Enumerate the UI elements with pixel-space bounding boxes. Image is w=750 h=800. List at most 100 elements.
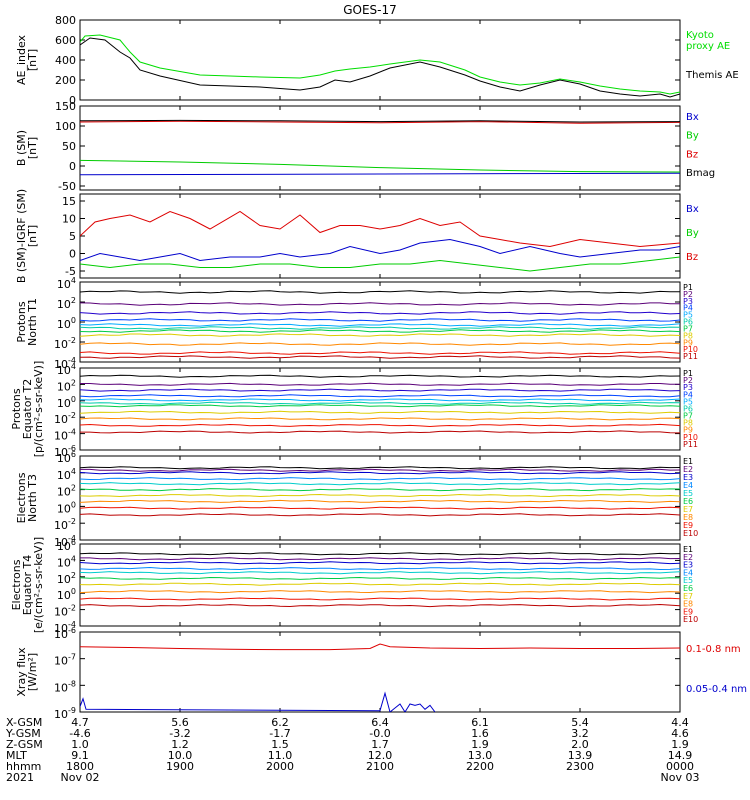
legend-entry: Bz xyxy=(686,252,698,263)
y-tick-exponent: -6 xyxy=(68,444,76,453)
y-tick-label: 600 xyxy=(55,34,76,47)
y-tick-exponent: -4 xyxy=(68,356,76,365)
y-axis-label: Electrons xyxy=(15,472,28,523)
y-tick-base: 10 xyxy=(54,681,68,694)
series-line-p1 xyxy=(80,290,680,294)
series-group xyxy=(80,34,680,98)
series-line-e6 xyxy=(80,488,680,492)
series-line-p9 xyxy=(80,342,680,346)
y-tick-label: 10-2 xyxy=(54,517,76,532)
y-tick-label: 150 xyxy=(55,100,76,113)
y-axis-label: [nT] xyxy=(26,225,39,247)
ephemeris-row-label: 2021 xyxy=(6,771,34,784)
legend-entry: By xyxy=(686,131,699,142)
x-axis-ephemeris: X-GSMY-GSMZ-GSMMLThhmm20214.7-4.61.09.11… xyxy=(5,716,699,784)
ephemeris-row-label: Z-GSM xyxy=(6,738,43,751)
ephemeris-value: 5.6 xyxy=(171,716,189,729)
y-tick-base: 10 xyxy=(54,358,68,371)
y-tick-label: 102 xyxy=(57,484,76,499)
y-tick-exponent: 2 xyxy=(71,571,76,580)
legend-entry: P9 xyxy=(683,426,693,435)
legend-entry: 0.1-0.8 nm xyxy=(686,644,741,655)
y-tick-base: 10 xyxy=(57,318,71,331)
series-line-e6 xyxy=(80,576,680,580)
legend-entry: E3 xyxy=(683,561,693,570)
ephemeris-value: 1.9 xyxy=(471,738,489,751)
legend-entry: E6 xyxy=(683,584,693,593)
y-axis-label: North T3 xyxy=(26,474,39,522)
y-tick-base: 10 xyxy=(57,502,71,515)
ephemeris-value: -4.6 xyxy=(69,727,90,740)
series-line-p11 xyxy=(80,355,680,359)
legend-entry: P1 xyxy=(683,283,693,292)
legend-entry: P10 xyxy=(683,345,698,354)
ephemeris-value: 2000 xyxy=(266,760,294,773)
panel-frame xyxy=(79,367,681,451)
y-tick-label: 10-2 xyxy=(54,604,76,619)
y-tick-base: 10 xyxy=(54,606,68,619)
ephemeris-value: 13.0 xyxy=(468,749,493,762)
y-tick-base: 10 xyxy=(54,430,68,443)
y-tick-label: 102 xyxy=(57,378,76,393)
series-line-e3 xyxy=(80,561,680,565)
series-line-themis-ae xyxy=(80,37,680,98)
series-line-p8 xyxy=(80,410,680,414)
y-tick-exponent: -8 xyxy=(68,679,76,688)
y-tick-label: 104 xyxy=(57,362,76,377)
legend-entry: E1 xyxy=(683,545,693,554)
series-line-e5 xyxy=(80,482,680,486)
series-line-p5 xyxy=(80,323,680,327)
y-tick-base: 10 xyxy=(57,573,71,586)
ephemeris-value: -0.0 xyxy=(369,727,390,740)
ephemeris-value: 2.0 xyxy=(571,738,589,751)
y-tick-label: 100 xyxy=(57,587,76,602)
y-axis-label: Protons xyxy=(15,301,28,342)
series-group xyxy=(80,119,680,176)
ephemeris-value: -3.2 xyxy=(169,727,190,740)
y-tick-label: -5 xyxy=(65,265,76,278)
series-line-p6 xyxy=(80,401,680,405)
legend-entry: E4 xyxy=(683,568,693,577)
y-tick-base: 10 xyxy=(54,628,68,641)
ephemeris-value: 1.2 xyxy=(171,738,189,751)
y-tick-label: 200 xyxy=(55,74,76,87)
y-tick-exponent: 4 xyxy=(71,362,76,371)
panel-bsm: -50 0 50 100 150 B (SM)[nT] Bx By Bz Bmag xyxy=(15,100,715,193)
series-line-by xyxy=(80,159,680,173)
ephemeris-value: 11.0 xyxy=(268,749,293,762)
y-tick-base: 10 xyxy=(57,486,71,499)
y-tick-base: 10 xyxy=(57,397,71,410)
plot-title: GOES-17 xyxy=(343,3,397,17)
y-tick-base: 10 xyxy=(54,446,68,459)
ephemeris-value: 13.9 xyxy=(568,749,593,762)
series-group xyxy=(80,643,680,712)
legend-entry: By xyxy=(686,228,699,239)
y-tick-exponent: -2 xyxy=(68,604,76,613)
legend-entry: P4 xyxy=(683,304,693,313)
legend-entry: 0.05-0.4 nm xyxy=(686,684,747,695)
y-tick-exponent: 4 xyxy=(71,467,76,476)
y-axis-label: North T1 xyxy=(26,298,39,346)
legend-entry: P11 xyxy=(683,440,698,449)
y-tick-base: 10 xyxy=(57,452,71,465)
series-line-bz xyxy=(80,210,680,248)
y-tick-exponent: 4 xyxy=(71,276,76,285)
legend-entry: E9 xyxy=(683,521,693,530)
series-line-p8 xyxy=(80,333,680,337)
series-line-e10 xyxy=(80,513,680,517)
y-tick-label: 10-4 xyxy=(54,620,76,635)
y-tick-label: 10-8 xyxy=(54,679,76,694)
y-tick-label: 5 xyxy=(69,230,76,243)
legend-entry: E10 xyxy=(683,615,698,624)
ephemeris-value: 4.7 xyxy=(71,716,89,729)
y-tick-label: 10-4 xyxy=(54,428,76,443)
legend-entry: E6 xyxy=(683,497,693,506)
y-axis-label: Protons xyxy=(10,388,23,429)
legend-entry: E2 xyxy=(683,465,693,474)
y-tick-base: 10 xyxy=(57,556,71,569)
series-line-p3 xyxy=(80,388,680,392)
y-tick-label: 10-2 xyxy=(54,411,76,426)
